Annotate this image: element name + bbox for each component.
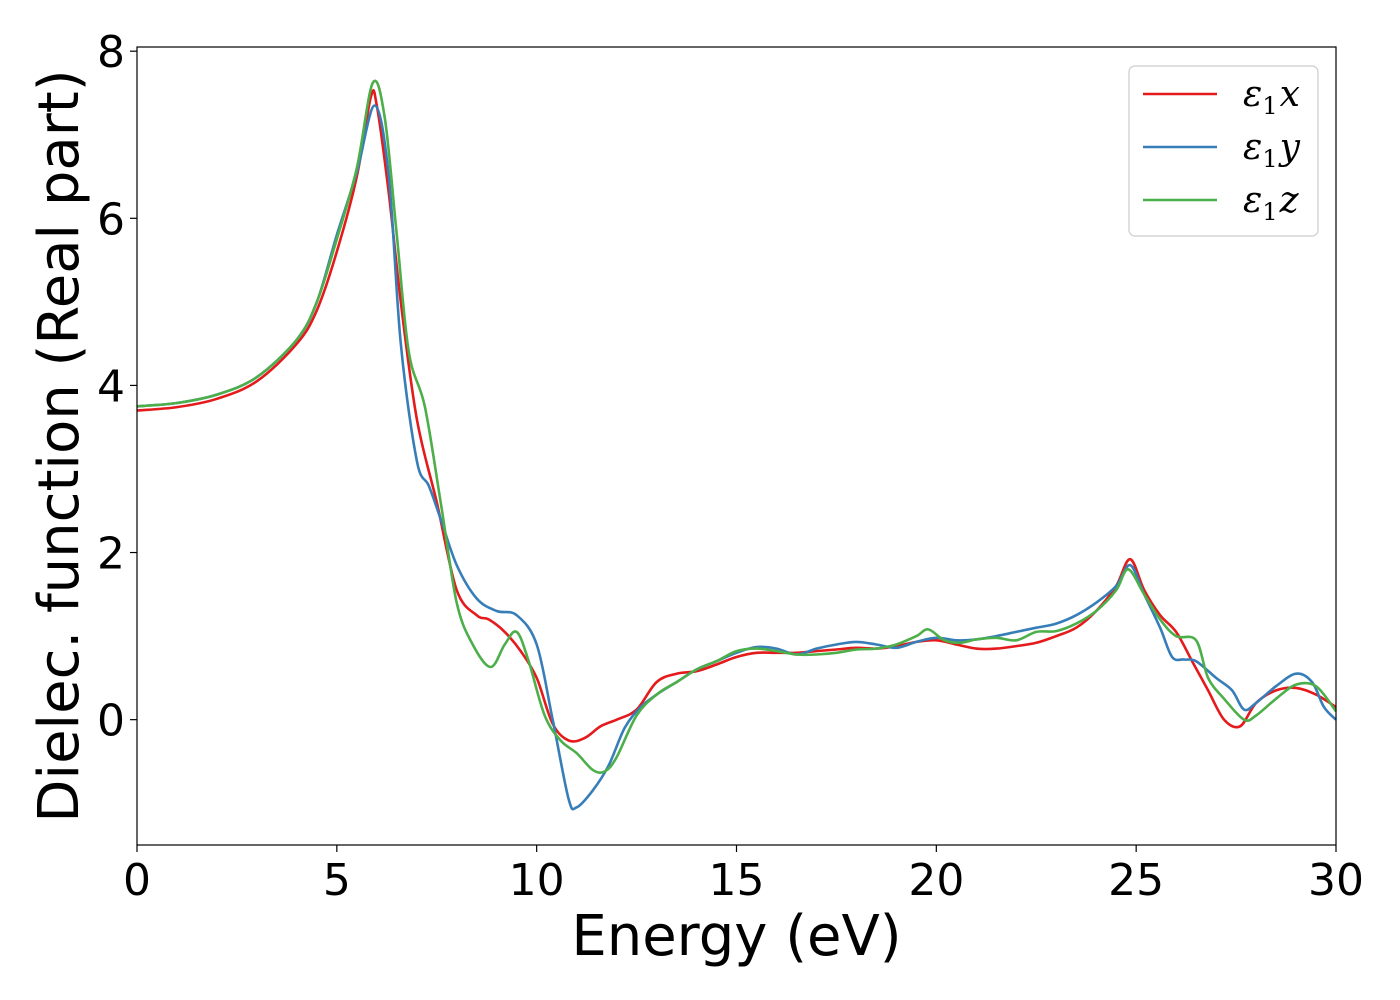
y-axis-title: Dielec. function (Real part) <box>27 69 92 822</box>
series-line-3 <box>136 79 1338 774</box>
x-axis-ticks: 0 5 10 15 20 25 30 <box>123 845 1364 906</box>
x-tick-label: 20 <box>908 855 964 906</box>
y-tick-label: 8 <box>97 27 125 78</box>
x-tick-label: 0 <box>123 855 151 906</box>
x-tick-label: 30 <box>1308 855 1364 906</box>
legend-label: ε1y <box>1243 127 1301 173</box>
y-tick-label: 2 <box>97 529 125 580</box>
x-tick-label: 10 <box>509 855 565 906</box>
legend-label: ε1x <box>1243 74 1300 120</box>
y-tick-label: 4 <box>97 361 125 412</box>
legend-label: ε1z <box>1243 180 1300 226</box>
legend-box <box>1128 65 1319 237</box>
y-tick-label: 0 <box>97 696 125 747</box>
x-tick-label: 15 <box>709 855 765 906</box>
x-tick-label: 25 <box>1108 855 1164 906</box>
y-axis-ticks: 0 2 4 6 8 <box>97 27 137 747</box>
x-axis-title: Energy (eV) <box>571 904 901 969</box>
series-line-2 <box>136 104 1337 811</box>
plot-lines <box>136 79 1338 811</box>
x-tick-label: 5 <box>323 855 351 906</box>
y-tick-label: 6 <box>97 194 125 245</box>
legend: ε1x ε1y ε1z <box>1128 65 1319 237</box>
